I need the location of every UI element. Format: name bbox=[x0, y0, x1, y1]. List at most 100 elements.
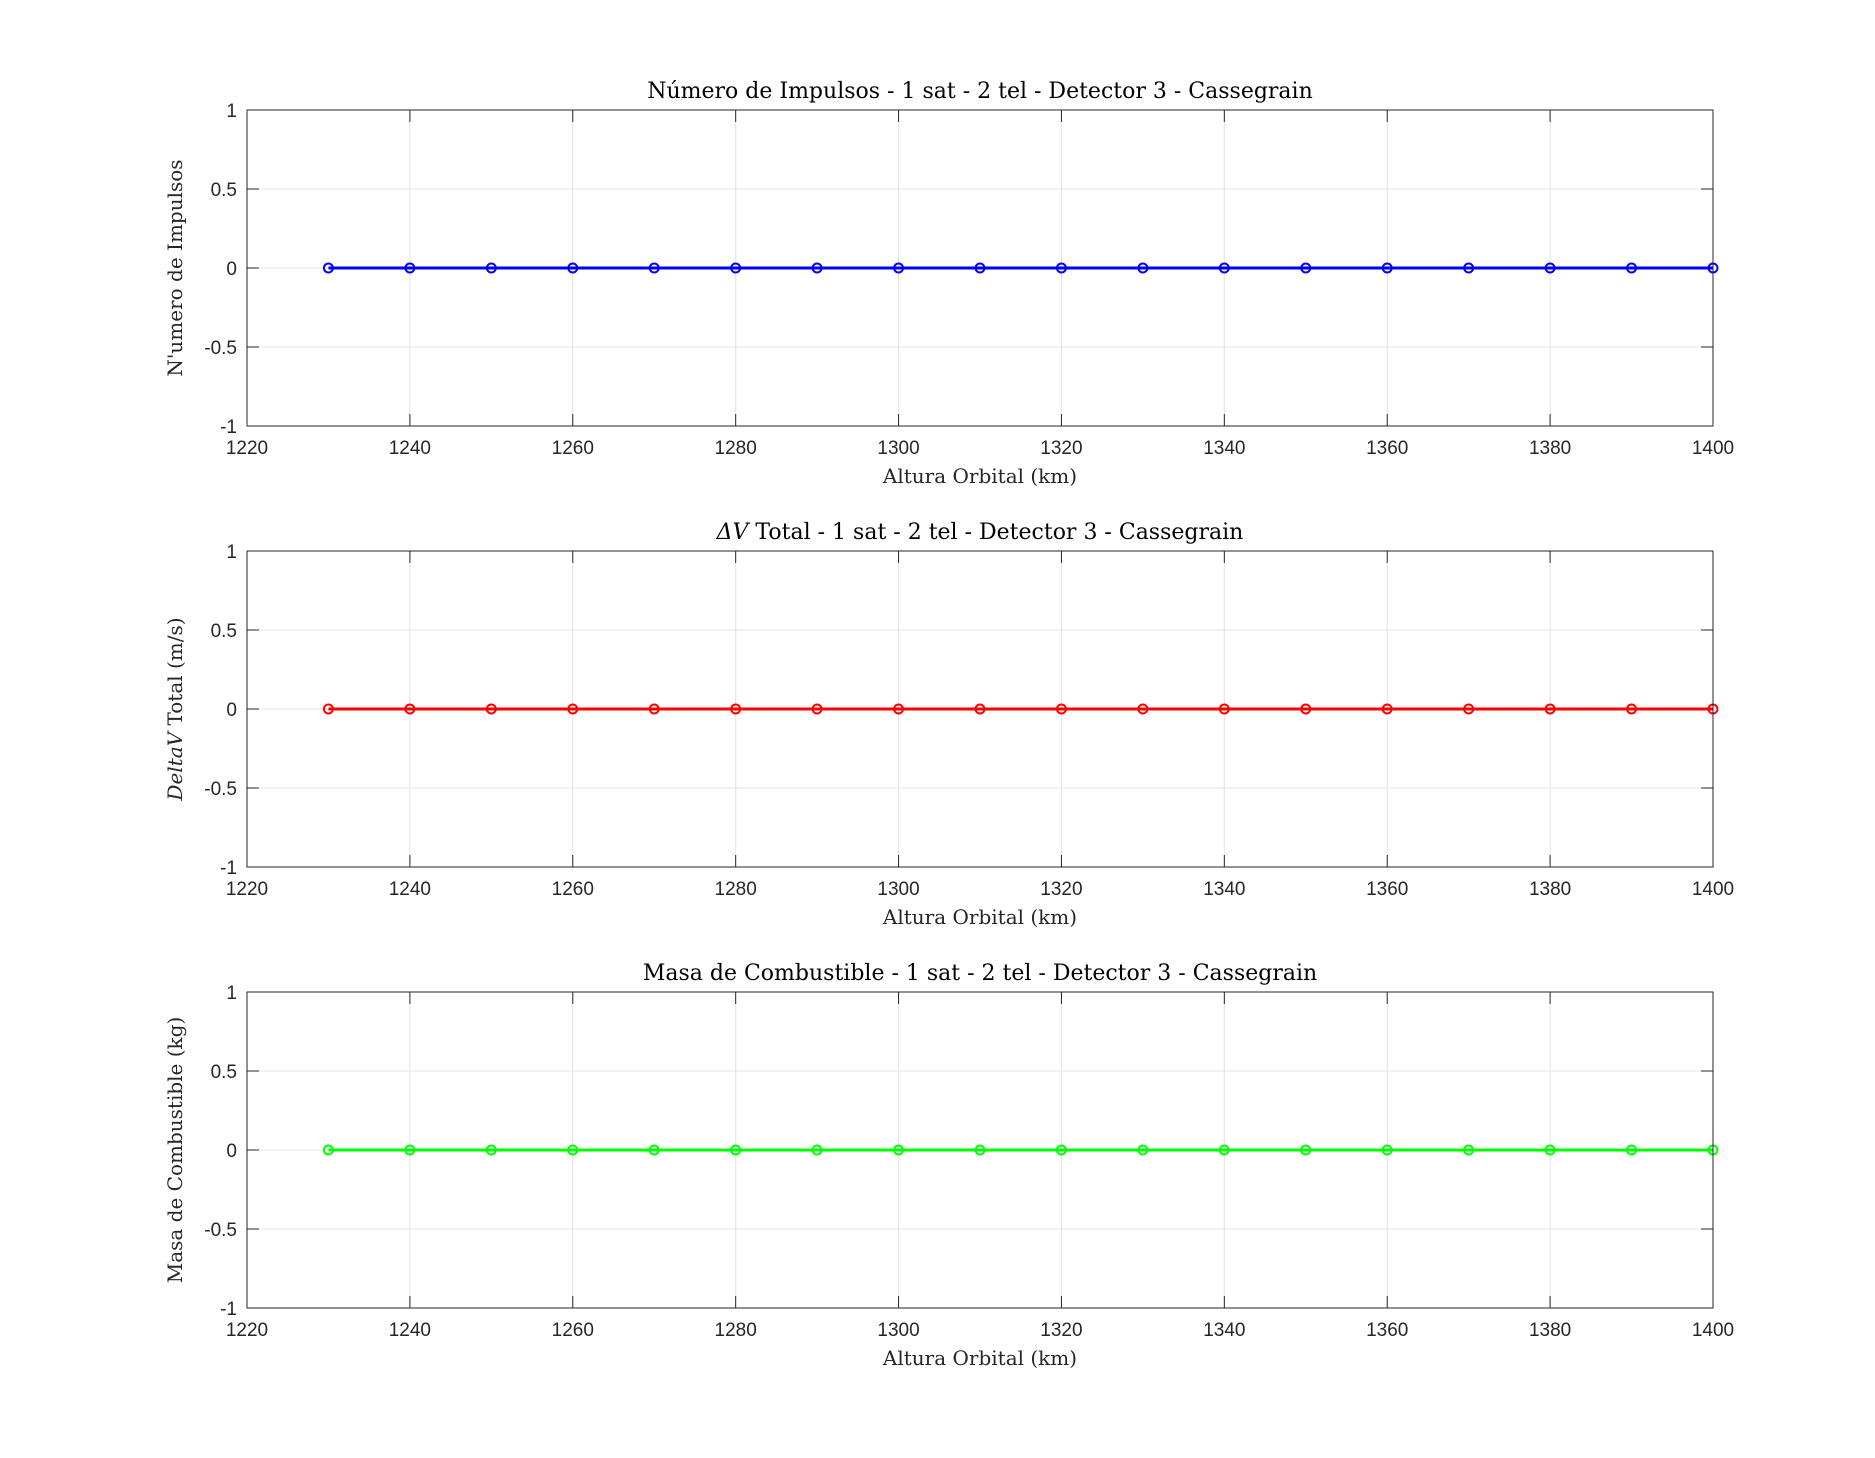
data-point bbox=[485, 262, 497, 274]
y-tick-label: -0.5 bbox=[204, 338, 237, 359]
y-tick-labels: -1 -0.5 0 0.5 1 bbox=[204, 101, 237, 438]
y-tick-label: -0.5 bbox=[204, 1220, 237, 1241]
x-tick-label: 1220 bbox=[226, 1320, 268, 1341]
data-point bbox=[974, 703, 986, 715]
x-tick-label: 1360 bbox=[1366, 438, 1408, 459]
data-point bbox=[1626, 703, 1638, 715]
x-tick-label: 1380 bbox=[1529, 879, 1571, 900]
y-tick-label: 0.5 bbox=[211, 621, 237, 642]
y-tick-label: -1 bbox=[220, 1299, 237, 1320]
data-point bbox=[404, 1144, 416, 1156]
data-point bbox=[1300, 1144, 1312, 1156]
axes-frame bbox=[246, 109, 1714, 427]
x-tick-label: 1300 bbox=[877, 1320, 919, 1341]
x-tick-label: 1360 bbox=[1366, 879, 1408, 900]
data-point bbox=[567, 1144, 579, 1156]
x-tick-label: 1220 bbox=[226, 438, 268, 459]
data-point bbox=[730, 262, 742, 274]
data-point bbox=[1463, 262, 1475, 274]
series-delta-v bbox=[322, 703, 1719, 715]
axes-frame bbox=[246, 550, 1714, 868]
x-tick-label: 1320 bbox=[1040, 438, 1082, 459]
data-point bbox=[1626, 262, 1638, 274]
data-point bbox=[1218, 262, 1230, 274]
data-point bbox=[567, 703, 579, 715]
x-tick-label: 1260 bbox=[552, 879, 594, 900]
data-point bbox=[1137, 1144, 1149, 1156]
data-point bbox=[404, 262, 416, 274]
subplot-impulses: 1220 1240 1260 1280 1300 1320 1340 1360 1380 1400… bbox=[163, 79, 1734, 488]
x-tick-label: 1340 bbox=[1203, 879, 1245, 900]
y-axis-label: Masa de Combustible (kg) bbox=[163, 1017, 187, 1284]
x-axis-label: Altura Orbital (km) bbox=[882, 905, 1077, 929]
data-point bbox=[1218, 703, 1230, 715]
data-point bbox=[1137, 262, 1149, 274]
data-point bbox=[1218, 1144, 1230, 1156]
chart-title: Número de Impulsos - 1 sat - 2 tel - Det… bbox=[647, 79, 1313, 104]
x-tick-label: 1320 bbox=[1040, 1320, 1082, 1341]
data-point bbox=[648, 703, 660, 715]
axes-frame bbox=[246, 991, 1714, 1309]
x-tick-label: 1340 bbox=[1203, 438, 1245, 459]
data-point bbox=[485, 703, 497, 715]
data-point bbox=[974, 1144, 986, 1156]
data-point bbox=[1463, 1144, 1475, 1156]
data-point bbox=[811, 1144, 823, 1156]
data-point bbox=[811, 703, 823, 715]
data-point bbox=[648, 1144, 660, 1156]
y-tick-label: 1 bbox=[226, 983, 237, 1004]
x-tick-label: 1280 bbox=[715, 1320, 757, 1341]
data-point bbox=[1381, 1144, 1393, 1156]
y-tick-labels: -1 -0.5 0 0.5 1 bbox=[204, 542, 237, 879]
x-tick-label: 1400 bbox=[1692, 879, 1734, 900]
y-tick-label: -0.5 bbox=[204, 779, 237, 800]
y-tick-label: 0 bbox=[226, 1141, 237, 1162]
data-point bbox=[322, 1144, 334, 1156]
x-tick-label: 1260 bbox=[552, 438, 594, 459]
data-point bbox=[648, 262, 660, 274]
ylabel-math: DeltaV bbox=[163, 729, 187, 801]
x-tick-labels: 1220 1240 1260 1280 1300 1320 1340 1360 1380 1400 bbox=[226, 438, 1734, 459]
x-axis-label: Altura Orbital (km) bbox=[882, 1346, 1077, 1370]
x-tick-label: 1300 bbox=[877, 438, 919, 459]
y-tick-label: 0 bbox=[226, 259, 237, 280]
chart-title: Masa de Combustible - 1 sat - 2 tel - De… bbox=[643, 961, 1317, 986]
data-point bbox=[1544, 1144, 1556, 1156]
y-tick-label: -1 bbox=[220, 417, 237, 438]
y-tick-label: 0 bbox=[226, 700, 237, 721]
y-tick-label: -1 bbox=[220, 858, 237, 879]
data-point bbox=[322, 703, 334, 715]
y-axis-label: N'umero de Impulsos bbox=[163, 159, 187, 376]
x-tick-labels: 1220 1240 1260 1280 1300 1320 1340 1360 1380 1400 bbox=[226, 879, 1734, 900]
data-point bbox=[893, 703, 905, 715]
data-point bbox=[1626, 1144, 1638, 1156]
y-tick-label: 0.5 bbox=[211, 180, 237, 201]
data-point bbox=[893, 1144, 905, 1156]
data-point bbox=[1381, 703, 1393, 715]
x-tick-label: 1260 bbox=[552, 1320, 594, 1341]
series-impulses bbox=[322, 262, 1719, 274]
data-point bbox=[730, 1144, 742, 1156]
x-tick-label: 1380 bbox=[1529, 438, 1571, 459]
data-point bbox=[1544, 262, 1556, 274]
data-point bbox=[1300, 262, 1312, 274]
x-tick-label: 1240 bbox=[389, 879, 431, 900]
x-tick-label: 1320 bbox=[1040, 879, 1082, 900]
data-point bbox=[1463, 703, 1475, 715]
x-tick-label: 1360 bbox=[1366, 1320, 1408, 1341]
x-axis-label: Altura Orbital (km) bbox=[882, 464, 1077, 488]
data-point bbox=[1300, 703, 1312, 715]
subplot-fuel-mass: 1220 1240 1260 1280 1300 1320 1340 1360 1380 1400… bbox=[163, 961, 1734, 1370]
x-tick-labels: 1220 1240 1260 1280 1300 1320 1340 1360 1380 1400 bbox=[226, 1320, 1734, 1341]
x-tick-label: 1240 bbox=[389, 1320, 431, 1341]
y-axis-label: DeltaV Total (m/s) bbox=[163, 617, 187, 801]
x-tick-label: 1400 bbox=[1692, 438, 1734, 459]
chart-title: ΔV Total - 1 sat - 2 tel - Detector 3 - … bbox=[716, 520, 1244, 545]
data-point bbox=[567, 262, 579, 274]
ylabel-text: Total (m/s) bbox=[163, 617, 187, 725]
subplot-delta-v: 1220 1240 1260 1280 1300 1320 1340 1360 1380 1400… bbox=[163, 520, 1734, 929]
data-point bbox=[1055, 262, 1067, 274]
data-point bbox=[485, 1144, 497, 1156]
data-point bbox=[1544, 703, 1556, 715]
series-fuel-mass bbox=[322, 1144, 1719, 1156]
